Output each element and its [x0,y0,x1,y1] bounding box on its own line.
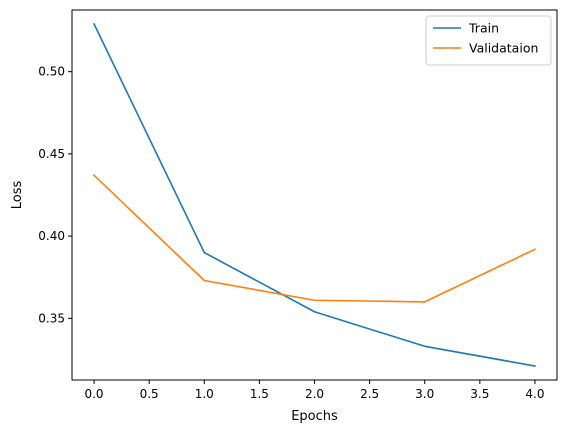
series-line-validataion [92,174,537,303]
legend: Train Validataion [425,15,552,66]
x-tick-label: 1.5 [250,387,269,401]
x-axis-label: Epochs [291,409,338,424]
x-tick-label: 4.0 [525,387,544,401]
x-tick-label: 2.0 [305,387,324,401]
y-axis-label: Loss [10,181,25,210]
series-line-train [92,22,536,367]
legend-entry-train: Train [468,21,499,36]
y-tick-label: 0.35 [38,311,65,325]
x-tick-label: 1.0 [195,387,214,401]
y-tick-label: 0.50 [38,65,65,79]
x-tick-label: 2.5 [360,387,379,401]
plot-frame [71,9,558,381]
x-tick-label: 0.5 [140,387,159,401]
y-axis: 0.35 0.40 0.45 0.50 [38,65,72,325]
x-tick-label: 0.0 [84,387,103,401]
y-tick-label: 0.40 [38,229,65,243]
legend-entry-validataion: Validataion [469,41,538,56]
x-axis: 0.0 0.5 1.0 1.5 2.0 2.5 3.0 3.5 4.0 [84,380,545,401]
x-tick-label: 3.5 [470,387,489,401]
plot-area [92,22,537,367]
x-tick-label: 3.0 [415,387,434,401]
y-tick-label: 0.45 [38,147,65,161]
